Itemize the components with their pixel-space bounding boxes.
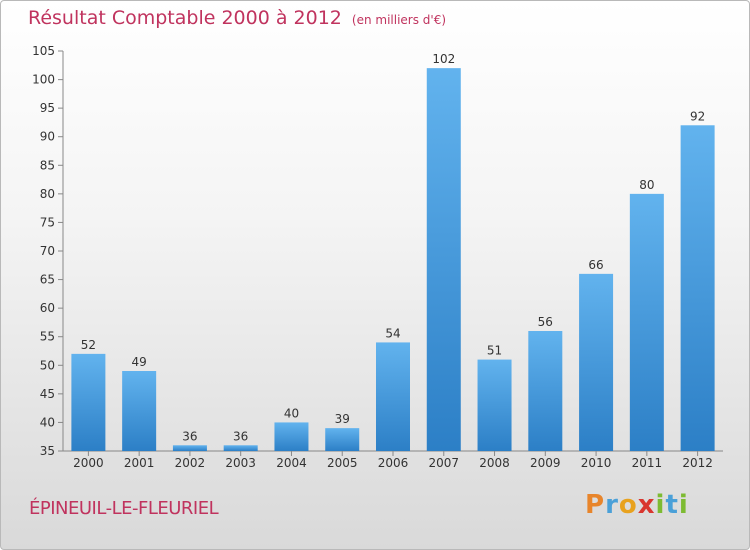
bar-2002 — [172, 445, 207, 451]
chart-title-block: Résultat Comptable 2000 à 2012 (en millie… — [28, 7, 446, 29]
x-tick-label: 2004 — [276, 456, 307, 470]
data-label-2000: 52 — [81, 338, 96, 352]
x-tick-label: 2008 — [479, 456, 510, 470]
y-tick-label: 90 — [40, 130, 55, 144]
data-label-2010: 66 — [588, 258, 603, 272]
bar-2007 — [426, 68, 461, 452]
brand-letter: i — [678, 490, 689, 520]
x-tick-label: 2012 — [682, 456, 713, 470]
y-tick-label: 105 — [32, 44, 55, 58]
data-label-2006: 54 — [385, 326, 400, 340]
bar-2003 — [223, 445, 258, 451]
data-label-2003: 36 — [233, 429, 248, 443]
data-label-2007: 102 — [432, 52, 455, 66]
y-tick-label: 80 — [40, 187, 55, 201]
data-label-2005: 39 — [335, 412, 350, 426]
x-tick-label: 2007 — [428, 456, 459, 470]
x-tick-label: 2002 — [175, 456, 206, 470]
data-label-2001: 49 — [132, 355, 147, 369]
x-tick-label: 2003 — [225, 456, 256, 470]
x-tick-label: 2000 — [73, 456, 104, 470]
y-tick-label: 45 — [40, 387, 55, 401]
chart-title: Résultat Comptable 2000 à 2012 — [28, 7, 342, 29]
bar-2000 — [71, 353, 106, 451]
commune-name: ÉPINEUIL-LE-FLEURIEL — [29, 498, 219, 519]
bar-2006 — [376, 342, 410, 451]
bar-2009 — [528, 331, 563, 451]
y-tick-label: 60 — [40, 301, 55, 315]
bar-2012 — [680, 125, 715, 452]
x-tick-label: 2001 — [124, 456, 155, 470]
brand-logo: Proxiti — [585, 490, 689, 520]
bar-2001 — [122, 371, 157, 451]
y-tick-label: 95 — [40, 101, 55, 115]
brand-letter: P — [585, 490, 606, 520]
data-label-2009: 56 — [538, 315, 553, 329]
brand-letter: r — [605, 490, 619, 520]
data-label-2008: 51 — [487, 344, 502, 358]
x-tick-label: 2009 — [530, 456, 561, 470]
x-tick-label: 2011 — [632, 456, 663, 470]
data-label-2004: 40 — [284, 406, 299, 420]
y-tick-label: 85 — [40, 158, 55, 172]
y-tick-label: 70 — [40, 244, 55, 258]
brand-letter: t — [665, 490, 679, 520]
x-tick-label: 2006 — [378, 456, 409, 470]
bar-2008 — [477, 359, 512, 451]
y-tick-label: 40 — [40, 415, 55, 429]
y-tick-label: 50 — [40, 358, 55, 372]
y-tick-label: 75 — [40, 215, 55, 229]
data-label-2011: 80 — [639, 178, 654, 192]
bar-2005 — [325, 428, 360, 451]
chart-subtitle: (en milliers d'€) — [351, 13, 447, 27]
brand-letter: i — [655, 490, 666, 520]
data-label-2002: 36 — [182, 429, 197, 443]
bar-2010 — [579, 273, 614, 451]
data-label-2012: 92 — [690, 109, 705, 123]
x-tick-label: 2010 — [581, 456, 612, 470]
bar-2004 — [274, 422, 309, 451]
bar-2011 — [629, 193, 664, 451]
x-tick-label: 2005 — [327, 456, 358, 470]
brand-letter: x — [637, 490, 656, 520]
y-tick-label: 65 — [40, 273, 55, 287]
brand-letter: o — [618, 490, 638, 520]
y-tick-label: 55 — [40, 330, 55, 344]
y-tick-label: 100 — [32, 73, 55, 87]
y-tick-label: 35 — [40, 444, 55, 458]
